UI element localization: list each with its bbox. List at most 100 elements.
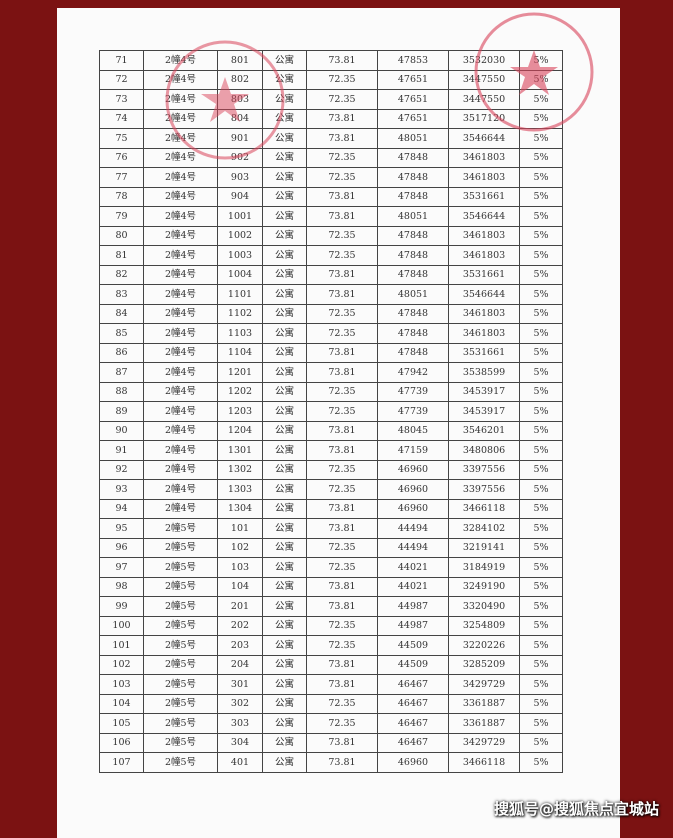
building-cell: 2幢4号 [143, 89, 218, 110]
unit-price-cell: 46960 [377, 459, 449, 480]
row-number-cell: 76 [99, 147, 144, 168]
unit-type-cell: 公寓 [262, 635, 307, 656]
table-row: 99 2幢5号 201 公寓 73.81 44987 3320490 5% [99, 596, 563, 617]
unit-type-cell: 公寓 [262, 498, 307, 519]
row-number-cell: 89 [99, 401, 144, 422]
unit-price-cell: 44509 [377, 635, 449, 656]
row-number-cell: 72 [99, 69, 144, 90]
unit-type-cell: 公寓 [262, 401, 307, 422]
unit-price-table: 71 2幢4号 801 公寓 73.81 47853 3532030 5% 72 2幢4号 802 公… [99, 50, 563, 773]
unit-type-cell: 公寓 [262, 518, 307, 539]
area-cell: 72.35 [306, 69, 378, 90]
unit-number-cell: 802 [217, 69, 263, 90]
table-row: 86 2幢4号 1104 公寓 73.81 47848 3531661 5% [99, 342, 563, 363]
table-row: 97 2幢5号 103 公寓 72.35 44021 3184919 5% [99, 557, 563, 578]
unit-type-cell: 公寓 [262, 342, 307, 363]
unit-number-cell: 203 [217, 635, 263, 656]
unit-number-cell: 401 [217, 752, 263, 773]
percentage-cell: 5% [519, 752, 563, 773]
percentage-cell: 5% [519, 50, 563, 71]
table-row: 103 2幢5号 301 公寓 73.81 46467 3429729 5% [99, 674, 563, 695]
building-cell: 2幢4号 [143, 69, 218, 90]
unit-type-cell: 公寓 [262, 596, 307, 617]
building-cell: 2幢5号 [143, 518, 218, 539]
unit-type-cell: 公寓 [262, 147, 307, 168]
unit-number-cell: 201 [217, 596, 263, 617]
building-cell: 2幢4号 [143, 362, 218, 383]
unit-type-cell: 公寓 [262, 128, 307, 149]
percentage-cell: 5% [519, 732, 563, 753]
table-row: 101 2幢5号 203 公寓 72.35 44509 3220226 5% [99, 635, 563, 656]
table-row: 77 2幢4号 903 公寓 72.35 47848 3461803 5% [99, 167, 563, 188]
unit-price-cell: 44021 [377, 557, 449, 578]
unit-type-cell: 公寓 [262, 167, 307, 188]
unit-number-cell: 902 [217, 147, 263, 168]
percentage-cell: 5% [519, 713, 563, 734]
row-number-cell: 96 [99, 537, 144, 558]
unit-price-cell: 47848 [377, 167, 449, 188]
unit-number-cell: 1303 [217, 479, 263, 500]
unit-type-cell: 公寓 [262, 108, 307, 129]
unit-number-cell: 904 [217, 186, 263, 207]
percentage-cell: 5% [519, 459, 563, 480]
building-cell: 2幢4号 [143, 342, 218, 363]
table-row: 85 2幢4号 1103 公寓 72.35 47848 3461803 5% [99, 323, 563, 344]
unit-number-cell: 1001 [217, 206, 263, 227]
unit-number-cell: 1202 [217, 381, 263, 402]
unit-price-cell: 44987 [377, 596, 449, 617]
total-price-cell: 3220226 [448, 635, 520, 656]
percentage-cell: 5% [519, 284, 563, 305]
total-price-cell: 3320490 [448, 596, 520, 617]
area-cell: 73.81 [306, 108, 378, 129]
watermark: 搜狐号@搜狐焦点宜城站 [493, 800, 659, 818]
total-price-cell: 3285209 [448, 654, 520, 675]
area-cell: 72.35 [306, 537, 378, 558]
table-row: 81 2幢4号 1003 公寓 72.35 47848 3461803 5% [99, 245, 563, 266]
total-price-cell: 3480806 [448, 440, 520, 461]
unit-type-cell: 公寓 [262, 420, 307, 441]
area-cell: 73.81 [306, 576, 378, 597]
unit-number-cell: 1104 [217, 342, 263, 363]
table-row: 91 2幢4号 1301 公寓 73.81 47159 3480806 5% [99, 440, 563, 461]
total-price-cell: 3546644 [448, 206, 520, 227]
building-cell: 2幢4号 [143, 498, 218, 519]
area-cell: 73.81 [306, 654, 378, 675]
total-price-cell: 3466118 [448, 752, 520, 773]
total-price-cell: 3249190 [448, 576, 520, 597]
area-cell: 72.35 [306, 167, 378, 188]
area-cell: 72.35 [306, 245, 378, 266]
table-row: 94 2幢4号 1304 公寓 73.81 46960 3466118 5% [99, 498, 563, 519]
unit-type-cell: 公寓 [262, 537, 307, 558]
table-row: 88 2幢4号 1202 公寓 72.35 47739 3453917 5% [99, 381, 563, 402]
percentage-cell: 5% [519, 498, 563, 519]
area-cell: 73.81 [306, 674, 378, 695]
table-row: 71 2幢4号 801 公寓 73.81 47853 3532030 5% [99, 50, 563, 71]
total-price-cell: 3219141 [448, 537, 520, 558]
unit-price-cell: 48045 [377, 420, 449, 441]
building-cell: 2幢4号 [143, 264, 218, 285]
row-number-cell: 102 [99, 654, 144, 675]
percentage-cell: 5% [519, 674, 563, 695]
percentage-cell: 5% [519, 362, 563, 383]
unit-price-cell: 48051 [377, 206, 449, 227]
area-cell: 73.81 [306, 596, 378, 617]
area-cell: 73.81 [306, 440, 378, 461]
percentage-cell: 5% [519, 186, 563, 207]
percentage-cell: 5% [519, 479, 563, 500]
percentage-cell: 5% [519, 128, 563, 149]
unit-type-cell: 公寓 [262, 225, 307, 246]
unit-type-cell: 公寓 [262, 440, 307, 461]
unit-price-cell: 44509 [377, 654, 449, 675]
area-cell: 73.81 [306, 284, 378, 305]
row-number-cell: 99 [99, 596, 144, 617]
building-cell: 2幢5号 [143, 654, 218, 675]
percentage-cell: 5% [519, 206, 563, 227]
unit-number-cell: 1201 [217, 362, 263, 383]
unit-type-cell: 公寓 [262, 693, 307, 714]
row-number-cell: 83 [99, 284, 144, 305]
area-cell: 72.35 [306, 303, 378, 324]
total-price-cell: 3447550 [448, 89, 520, 110]
area-cell: 72.35 [306, 479, 378, 500]
unit-type-cell: 公寓 [262, 459, 307, 480]
unit-type-cell: 公寓 [262, 264, 307, 285]
